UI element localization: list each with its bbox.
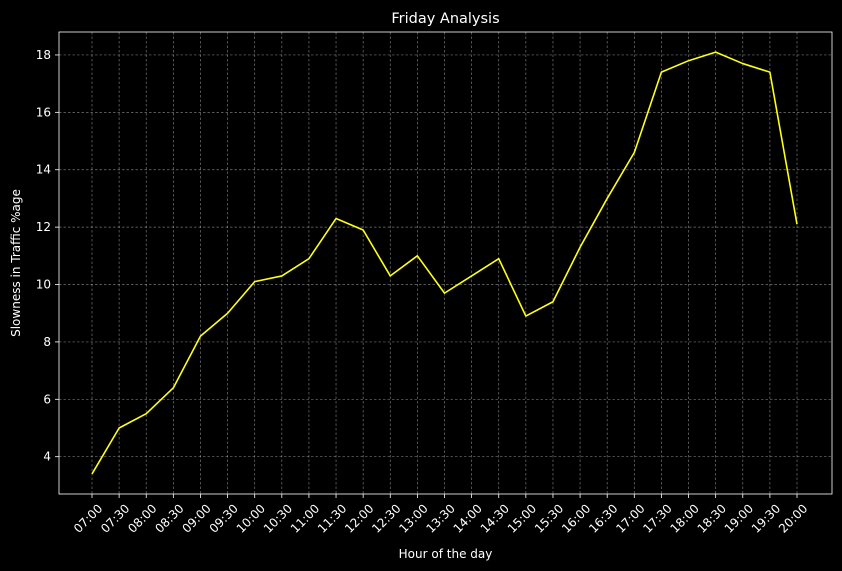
y-axis-label: Slowness in Traffic %age — [9, 189, 23, 337]
y-tick-label: 10 — [36, 278, 51, 292]
series-group — [91, 51, 798, 475]
grid — [59, 32, 832, 494]
y-tick-label: 16 — [36, 105, 51, 119]
chart-title: Friday Analysis — [391, 11, 499, 27]
x-axis-label: Hour of the day — [399, 547, 493, 561]
y-tick-label: 6 — [43, 392, 51, 406]
y-tick-label: 8 — [43, 335, 51, 349]
y-tick-label: 18 — [36, 48, 51, 62]
y-tick-label: 14 — [36, 163, 51, 177]
y-tick-label: 12 — [36, 220, 51, 234]
y-tick-label: 4 — [43, 450, 51, 464]
series-line — [91, 51, 798, 475]
axes-frame — [58, 31, 833, 495]
